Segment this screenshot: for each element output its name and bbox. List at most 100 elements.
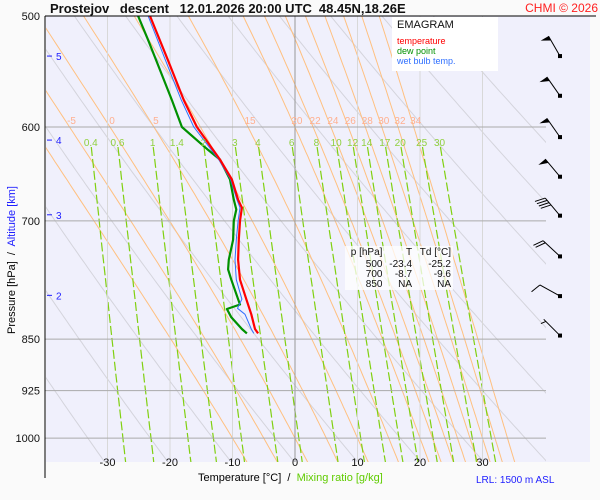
mixing-ratio-line — [203, 146, 246, 462]
barb-staff — [546, 117, 561, 138]
cell: 850 — [365, 279, 383, 290]
altitude-tick-label: 4 — [56, 136, 62, 147]
moist-adiabat-label: 5 — [153, 116, 159, 127]
table-header: p [hPa] T Td [°C] — [345, 246, 453, 260]
mixing-ratio-label: 25 — [416, 138, 428, 149]
mixing-ratio-label: 4 — [255, 138, 261, 149]
mixing-ratio-label: 2 — [201, 138, 207, 149]
mixing-ratio-line — [421, 146, 478, 462]
dry-adiabat — [46, 290, 169, 462]
credit: CHMI © 2026 — [525, 1, 598, 15]
moist-adiabat — [46, 90, 278, 462]
x-tick-label: -30 — [100, 457, 116, 469]
pressure-tick-label: 500 — [22, 11, 40, 23]
cell: -8.7 — [394, 269, 413, 280]
moist-adiabat-label: -5 — [67, 116, 76, 127]
moist-adiabat-label: 26 — [345, 116, 357, 127]
barb-full — [531, 284, 541, 293]
y-label-sep: / — [6, 252, 18, 256]
x-label-mixing: Mixing ratio [g/kg] — [296, 472, 383, 484]
x-label-temperature: Temperature [°C] — [198, 472, 282, 484]
mixing-ratio-label: 12 — [347, 138, 359, 149]
barb-full — [533, 240, 544, 246]
dry-adiabat — [46, 206, 232, 462]
cell: -9.6 — [433, 269, 451, 280]
moist-adiabat-label: 0 — [109, 116, 115, 127]
wind-barb — [533, 240, 562, 259]
mixing-ratio-line — [117, 146, 155, 462]
pressure-tick-label: 850 — [22, 334, 40, 346]
barb-full — [536, 199, 548, 205]
x-tick-label: 0 — [292, 457, 298, 469]
x-axis-label: Temperature [°C] / Mixing ratio [g/kg] — [198, 472, 383, 484]
barb-full — [535, 242, 546, 248]
x-tick-label: -20 — [162, 457, 178, 469]
sounding-mode: descent — [119, 1, 170, 16]
pressure-tick-label: 1000 — [16, 433, 40, 445]
cell: NA — [398, 279, 413, 290]
barb-staff — [539, 284, 561, 297]
mixing-ratio-label: 10 — [331, 138, 343, 149]
mixing-ratio-line — [385, 146, 438, 462]
mixing-ratio-line — [176, 146, 218, 462]
mixing-ratio-line — [366, 146, 419, 462]
y-label-altitude: Altitude [km] — [6, 186, 18, 247]
pressure-tick-label: 700 — [22, 216, 40, 228]
moist-adiabat — [187, 16, 399, 462]
table-row: 850 NA NA — [345, 280, 453, 290]
barb-pennant — [540, 36, 551, 41]
mixing-ratio-label: 6 — [289, 138, 295, 149]
lrl-label: LRL: 1500 m ASL — [476, 475, 555, 486]
y-axis-label: Pressure [hPa] / Altitude [km] — [6, 186, 18, 334]
barb-staff — [544, 158, 561, 178]
barb-pennant — [538, 159, 549, 165]
dry-adiabat — [124, 16, 485, 462]
coordinates: 48.45N,18.26E — [318, 1, 406, 16]
wet-bulb-temp-line — [147, 16, 255, 334]
cell: 500 — [365, 259, 383, 270]
moist-adiabat-label: 34 — [410, 116, 422, 127]
header-t: T — [405, 247, 413, 258]
pressure-tick-label: 600 — [22, 122, 40, 134]
moist-adiabat-label: 15 — [244, 116, 256, 127]
header-td: Td [°C] — [419, 247, 451, 258]
barb-staff — [546, 76, 561, 97]
datetime: 12.01.2026 20:00 UTC — [179, 1, 312, 16]
barb-staff — [543, 318, 561, 336]
barb-staff — [542, 240, 561, 257]
moist-adiabat — [46, 27, 309, 462]
mixing-ratio-line — [400, 146, 455, 462]
x-tick-label: 20 — [414, 457, 426, 469]
mixing-ratio-label: 0.6 — [111, 138, 125, 149]
mixing-ratio-line — [316, 146, 366, 462]
dry-adiabat — [330, 16, 546, 265]
mixing-ratio-label: 8 — [314, 138, 320, 149]
mixing-ratio-label: 30 — [434, 138, 446, 149]
pressure-tick-label: 925 — [22, 386, 40, 398]
dew-point-line — [137, 16, 248, 335]
mixing-ratio-label: 1.4 — [170, 138, 184, 149]
mixing-ratio-line — [258, 146, 303, 462]
moist-adiabat-label: 20 — [291, 116, 303, 127]
wind-barb — [540, 35, 562, 59]
barb-full — [540, 204, 552, 209]
moist-adiabat — [133, 16, 369, 462]
mixing-ratio-label: 1 — [150, 138, 156, 149]
wind-barb — [538, 158, 562, 179]
table-row: 700 -8.7 -9.6 — [345, 270, 453, 280]
x-label-sep: / — [287, 472, 291, 484]
moist-adiabat-label: 30 — [378, 116, 390, 127]
barb-staff — [544, 197, 561, 216]
x-tick-label: -10 — [225, 457, 241, 469]
wind-barb — [539, 76, 562, 98]
x-tick-label: 10 — [351, 457, 363, 469]
legend-temperature: temperature — [397, 36, 446, 46]
y-label-pressure: Pressure [hPa] — [6, 261, 18, 334]
dry-adiabat — [73, 16, 422, 462]
dry-adiabat — [432, 16, 546, 144]
legend: EMAGRAM temperature dew point wet bulb t… — [392, 17, 498, 71]
mixing-ratio-label: 20 — [395, 138, 407, 149]
barb-full — [534, 197, 546, 202]
altitude-tick-label: 3 — [56, 211, 62, 222]
